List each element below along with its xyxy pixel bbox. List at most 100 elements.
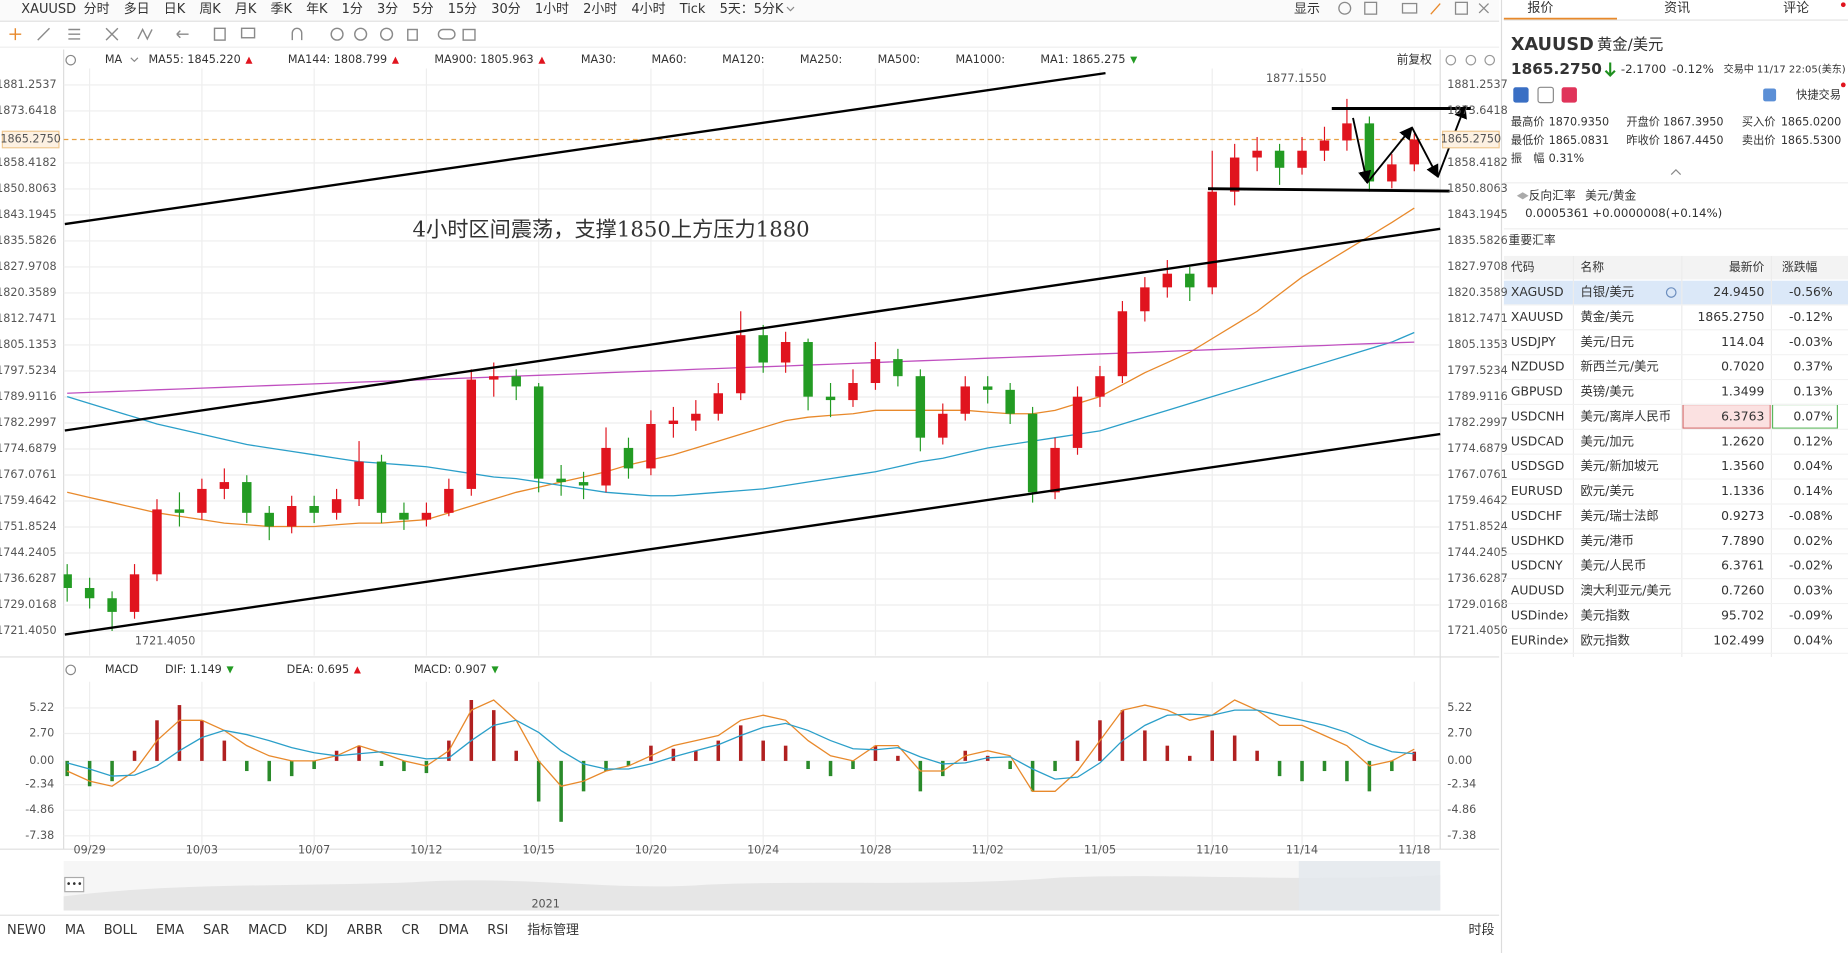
close-icon[interactable] xyxy=(1478,3,1489,14)
tool-line[interactable] xyxy=(37,27,51,41)
display-menu[interactable]: 显示 xyxy=(1294,2,1320,17)
tool-wave[interactable] xyxy=(137,27,153,41)
row-code[interactable]: EURindex xyxy=(1511,633,1570,647)
row-code[interactable]: USDJPY xyxy=(1511,335,1556,349)
period-tab[interactable]: 日K xyxy=(164,2,186,17)
drawing-tools[interactable] xyxy=(9,27,476,41)
row-code[interactable]: AUDUSD xyxy=(1511,584,1564,598)
tool-lock[interactable] xyxy=(330,27,344,41)
row-name[interactable]: 白银/美元 xyxy=(1580,284,1634,299)
row-code[interactable]: NZDUSD xyxy=(1511,360,1565,374)
row-name[interactable]: 美元/人民币 xyxy=(1580,559,1646,573)
zoom-icons[interactable] xyxy=(1445,54,1496,66)
row-code[interactable]: GBPUSD xyxy=(1511,385,1563,399)
row-name[interactable]: 欧元/美元 xyxy=(1580,484,1634,498)
tool-hline[interactable] xyxy=(68,28,81,40)
settings-icon[interactable] xyxy=(65,664,77,676)
indicator-tab[interactable]: KDJ xyxy=(306,923,328,938)
row-name[interactable]: 欧元指数 xyxy=(1580,632,1629,647)
session-button[interactable]: 时段 xyxy=(1469,923,1495,938)
period-tab[interactable]: 30分 xyxy=(491,2,520,17)
row-code[interactable]: XAGUSD xyxy=(1511,285,1564,299)
tool-magnet[interactable] xyxy=(291,27,303,41)
camera-icon[interactable] xyxy=(1401,2,1418,14)
indicator-tab[interactable]: CR xyxy=(402,923,420,938)
tool-text[interactable] xyxy=(240,27,256,39)
row-name[interactable]: 澳大利亚元/美元 xyxy=(1580,584,1671,598)
indicator-tab[interactable]: MACD xyxy=(248,923,287,938)
period-tab[interactable]: 15分 xyxy=(448,2,477,17)
tool-layers[interactable] xyxy=(462,28,476,41)
row-code[interactable]: EURUSD xyxy=(1511,484,1563,498)
row-code[interactable]: USDindex xyxy=(1511,609,1571,623)
collapse-icon[interactable] xyxy=(1670,169,1682,175)
quick-trade[interactable]: 快捷交易 xyxy=(1796,88,1841,102)
row-name[interactable]: 美元/加元 xyxy=(1580,434,1634,448)
symbol[interactable]: XAUUSD xyxy=(21,2,76,17)
indicator-name[interactable]: MA xyxy=(105,53,123,66)
panel-tab[interactable]: 资讯 xyxy=(1664,1,1690,16)
indicator-tab[interactable]: RSI xyxy=(487,923,508,938)
row-code[interactable]: XAUUSD xyxy=(1511,310,1563,324)
reverse-pair[interactable]: 美元/黄金 xyxy=(1585,188,1636,202)
globe-icon[interactable] xyxy=(1513,87,1529,103)
row-code[interactable]: USDCNY xyxy=(1511,559,1563,573)
period-tab[interactable]: 4小时 xyxy=(631,2,665,17)
indicator-tab[interactable]: MA xyxy=(65,923,85,938)
row-name[interactable]: 黄金/美元 xyxy=(1580,309,1634,324)
period-tab[interactable]: 1小时 xyxy=(535,2,569,17)
tool-cross[interactable] xyxy=(105,27,119,41)
row-name[interactable]: 美元/离岸人民币 xyxy=(1580,408,1671,423)
panel-tab[interactable]: 评论 xyxy=(1783,1,1809,16)
pen-icon[interactable] xyxy=(1430,3,1441,15)
row-name[interactable]: 美元/港币 xyxy=(1580,534,1634,548)
indicator-tab[interactable]: NEW0 xyxy=(7,923,46,938)
period-tab[interactable]: 月K xyxy=(235,2,257,17)
note-icon[interactable] xyxy=(1537,86,1554,104)
tool-move[interactable] xyxy=(9,28,22,41)
indicator-tab[interactable]: DMA xyxy=(438,923,468,938)
fullscreen-icon[interactable] xyxy=(1454,1,1468,15)
period-tab[interactable]: 5分 xyxy=(412,2,433,17)
tool-rect[interactable] xyxy=(213,27,226,41)
period-tab[interactable]: 3分 xyxy=(377,2,398,17)
indicator-tab[interactable]: SAR xyxy=(203,923,229,938)
indicator-tab[interactable]: 指标管理 xyxy=(527,923,579,938)
settings-icon[interactable] xyxy=(65,54,77,66)
period-tab[interactable]: 年K xyxy=(306,2,328,17)
period-tab[interactable]: 分时 xyxy=(84,2,110,17)
tool-eye[interactable] xyxy=(354,27,368,41)
period-tab[interactable]: 多日 xyxy=(124,2,150,17)
zoom-out-icon[interactable] xyxy=(1465,54,1477,66)
dropdown-icon[interactable] xyxy=(786,6,795,12)
row-code[interactable]: USDCHF xyxy=(1511,509,1562,523)
dropdown-icon[interactable] xyxy=(130,57,139,63)
period-tab[interactable]: 季K xyxy=(271,2,293,17)
tool-link[interactable] xyxy=(437,28,456,40)
row-code[interactable]: USDSGD xyxy=(1511,459,1564,473)
settings-icon[interactable] xyxy=(1338,1,1352,15)
row-name[interactable]: 美元/日元 xyxy=(1580,335,1634,349)
row-code[interactable]: USDCAD xyxy=(1511,434,1564,448)
tool-delete[interactable] xyxy=(407,28,418,41)
row-code[interactable]: USDHKD xyxy=(1511,534,1564,548)
panel-tab[interactable]: 报价 xyxy=(1527,1,1553,16)
period-tab[interactable]: 5天：5分K xyxy=(720,2,784,17)
period-tab[interactable]: 2小时 xyxy=(583,2,617,17)
heart-icon[interactable] xyxy=(1561,87,1577,103)
navigator-window[interactable] xyxy=(1298,861,1441,911)
navigator-handle[interactable] xyxy=(64,876,85,893)
tool-hide[interactable] xyxy=(379,27,394,41)
indicator-tab[interactable]: ARBR xyxy=(347,923,383,938)
row-name[interactable]: 英镑/美元 xyxy=(1580,384,1634,399)
reset-icon[interactable] xyxy=(1445,54,1457,66)
row-name[interactable]: 美元指数 xyxy=(1580,608,1629,623)
indicator-name[interactable]: MACD xyxy=(105,663,139,676)
layout-icon[interactable] xyxy=(1364,1,1378,15)
indicator-tab[interactable]: BOLL xyxy=(104,923,138,938)
row-name[interactable]: 新西兰元/美元 xyxy=(1580,359,1658,374)
period-tab[interactable]: 1分 xyxy=(342,2,363,17)
row-code[interactable]: USDCNH xyxy=(1511,409,1565,423)
row-name[interactable]: 美元/瑞士法郎 xyxy=(1580,509,1658,523)
period-tab[interactable]: 周K xyxy=(199,2,221,17)
